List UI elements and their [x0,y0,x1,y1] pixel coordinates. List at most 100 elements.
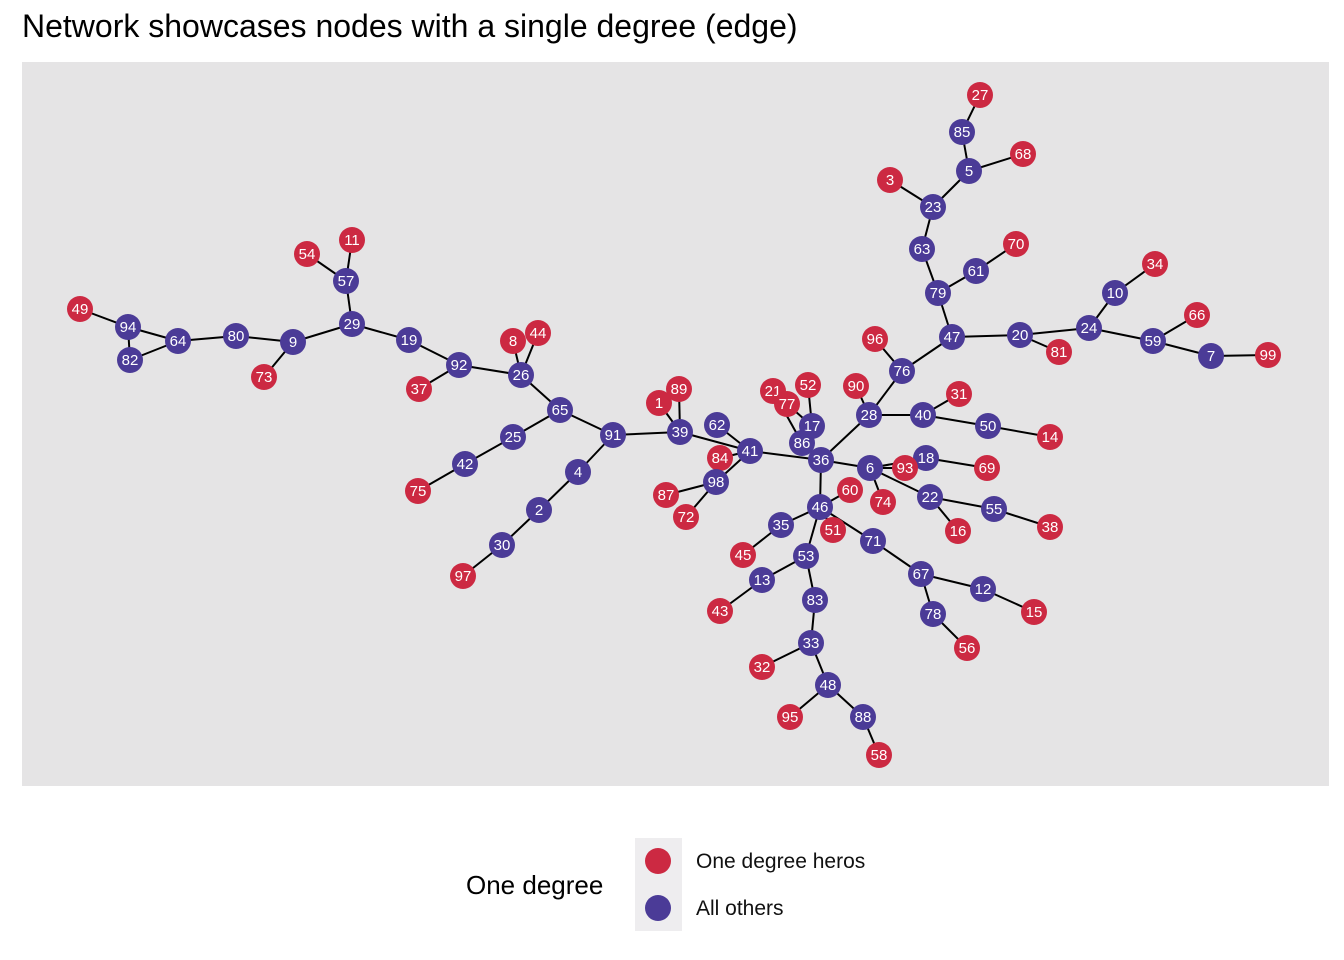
node-circle [500,424,526,450]
node-circle [913,445,939,471]
node-circle [405,478,431,504]
node-58: 58 [866,742,892,768]
node-label: 16 [950,523,967,540]
node-73: 73 [251,364,277,390]
node-label: 14 [1042,429,1059,446]
node-53: 53 [793,543,819,569]
node-label: 60 [842,482,859,499]
node-circle [768,512,794,538]
node-label: 20 [1012,327,1029,344]
node-label: 37 [411,381,428,398]
node-circle [802,587,828,613]
node-label: 89 [671,381,688,398]
node-circle [452,451,478,477]
node-26: 26 [508,362,534,388]
node-label: 80 [228,328,245,345]
node-85: 85 [949,119,975,145]
node-label: 17 [804,418,821,435]
node-label: 30 [494,537,511,554]
node-circle [970,576,996,602]
node-label: 77 [779,396,796,413]
node-label: 13 [754,572,771,589]
node-71: 71 [860,528,886,554]
node-48: 48 [815,672,841,698]
node-circle [1021,599,1047,625]
node-label: 65 [552,402,569,419]
node-label: 34 [1147,256,1164,273]
node-9: 9 [280,329,306,355]
node-label: 63 [914,241,931,258]
node-circle [707,598,733,624]
node-label: 59 [1145,333,1162,350]
node-89: 89 [666,376,692,402]
legend-label-other: All others [696,897,784,920]
node-label: 45 [735,547,752,564]
node-label: 86 [794,435,811,452]
node-circle [1184,302,1210,328]
node-circle [946,381,972,407]
node-label: 18 [918,450,935,467]
node-label: 11 [344,232,360,249]
node-circle [115,314,141,340]
node-61: 61 [963,258,989,284]
node-circle [870,489,896,515]
node-label: 23 [925,199,942,216]
node-65: 65 [547,397,573,423]
node-label: 79 [930,285,947,302]
node-circle [667,419,693,445]
node-circle [565,459,591,485]
node-circle [703,469,729,495]
node-label: 43 [712,603,729,620]
node-label: 31 [951,386,968,403]
node-47: 47 [939,324,965,350]
node-label: 22 [922,489,939,506]
node-label: 5 [965,163,973,180]
node-label: 55 [986,501,1003,518]
node-98: 98 [703,469,729,495]
node-label: 93 [897,460,914,477]
node-circle [1255,342,1281,368]
node-label: 47 [944,329,961,346]
node-circle [1102,280,1128,306]
node-label: 15 [1026,604,1043,621]
node-circle [646,390,672,416]
node-52: 52 [795,372,821,398]
node-label: 73 [256,369,273,386]
node-circle [837,477,863,503]
node-78: 78 [920,601,946,627]
node-96: 96 [862,326,888,352]
node-label: 4 [574,464,582,481]
node-circle [981,496,1007,522]
node-circle [547,397,573,423]
node-50: 50 [975,413,1001,439]
node-label: 68 [1015,146,1032,163]
node-circle [673,504,699,530]
node-7: 7 [1198,343,1224,369]
node-label: 19 [401,332,418,349]
node-20: 20 [1007,322,1033,348]
node-label: 67 [913,566,930,583]
node-circle [925,280,951,306]
node-18: 18 [913,445,939,471]
node-circle [939,324,965,350]
node-circle [339,227,365,253]
node-circle [165,328,191,354]
node-51: 51 [820,517,846,543]
node-label: 94 [120,319,137,336]
node-59: 59 [1140,328,1166,354]
node-22: 22 [917,484,943,510]
node-circle [251,364,277,390]
node-label: 32 [754,659,771,676]
node-label: 98 [708,474,725,491]
node-88: 88 [850,704,876,730]
node-29: 29 [339,311,365,337]
node-12: 12 [970,576,996,602]
node-label: 66 [1189,307,1206,324]
node-label: 27 [972,87,989,104]
node-label: 38 [1042,519,1059,536]
node-circle [600,422,626,448]
node-42: 42 [452,451,478,477]
node-label: 3 [886,172,894,189]
node-circle [789,430,815,456]
